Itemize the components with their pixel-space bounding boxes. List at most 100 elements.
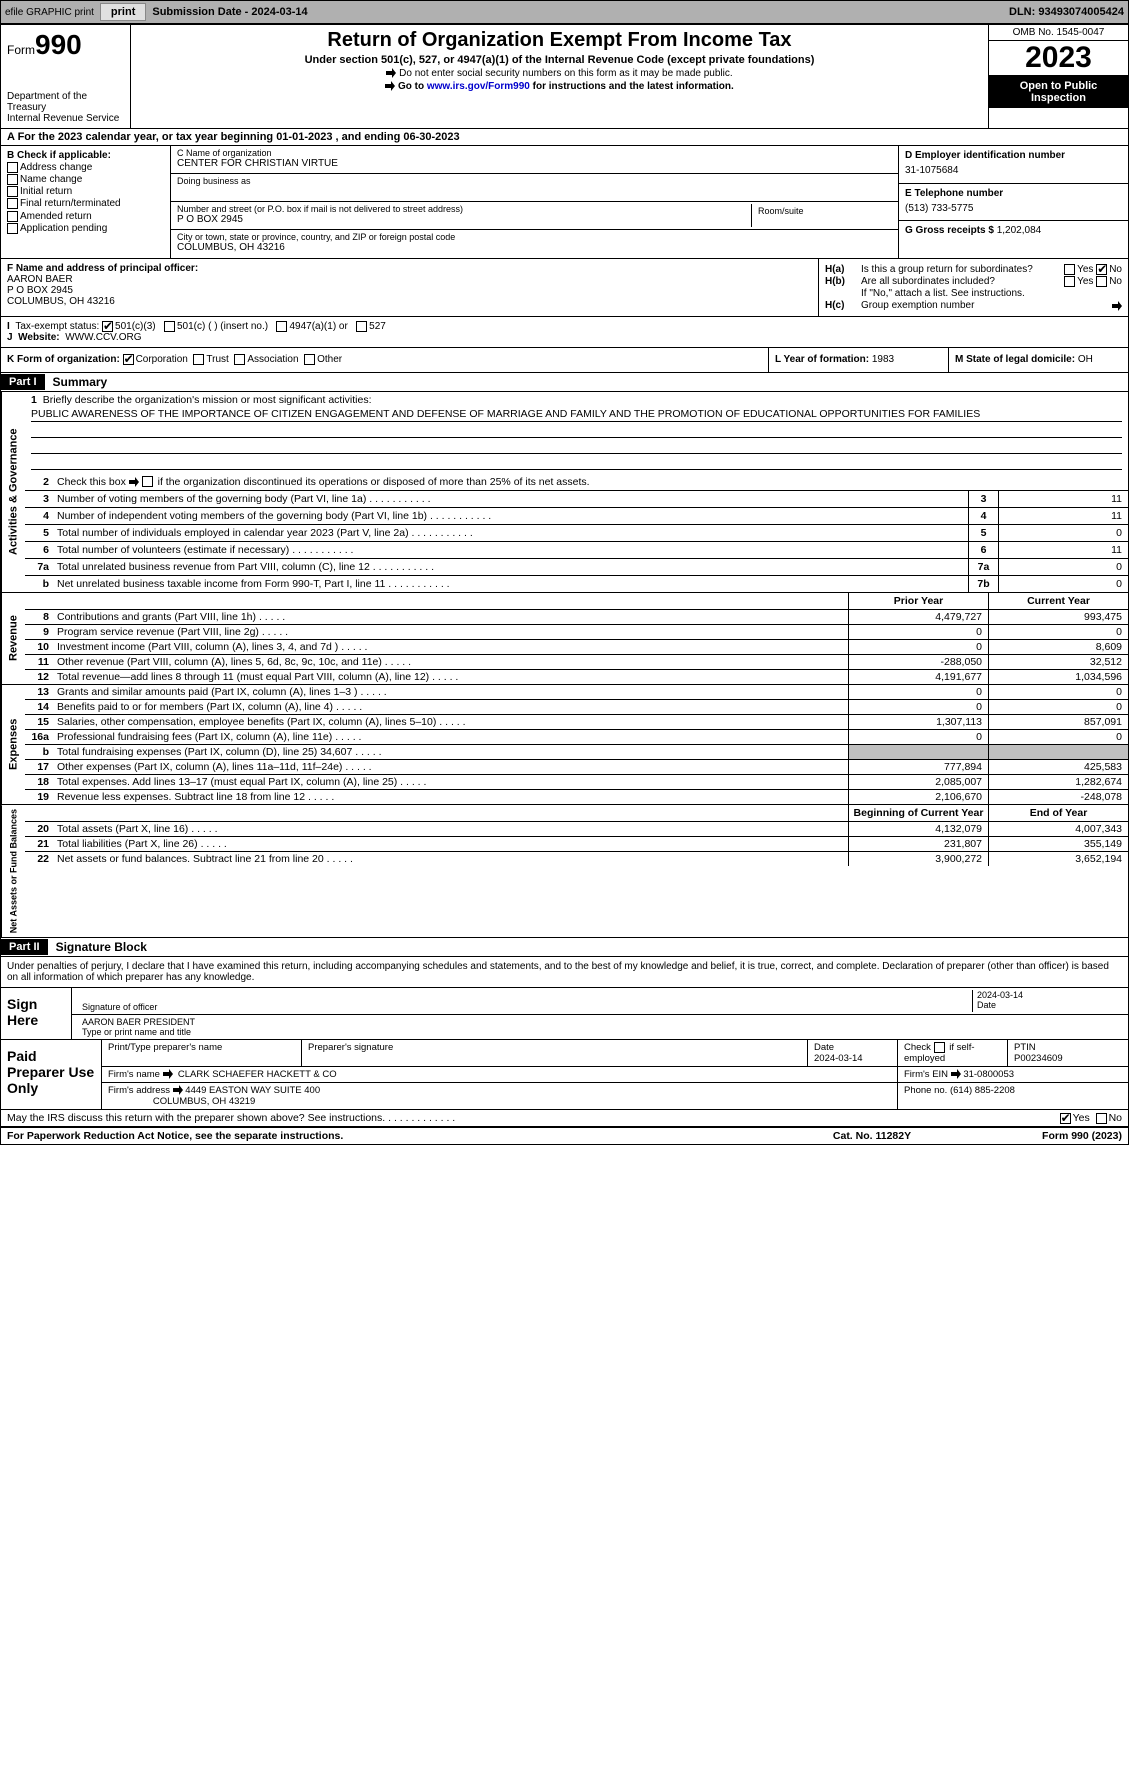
chk-initial-return[interactable] (7, 186, 18, 197)
part2-badge: Part II (1, 939, 48, 955)
submission-date: Submission Date - 2024-03-14 (152, 6, 307, 18)
chk-app-pending[interactable] (7, 223, 18, 234)
activities-governance-section: Activities & Governance 1 Briefly descri… (1, 392, 1128, 593)
hb-text: Are all subordinates included? (861, 276, 1064, 287)
data-row: 22Net assets or fund balances. Subtract … (25, 852, 1128, 866)
header-mid: Return of Organization Exempt From Incom… (131, 25, 988, 128)
chk-may-yes[interactable] (1060, 1113, 1071, 1124)
irs-link[interactable]: www.irs.gov/Form990 (427, 81, 530, 92)
org-name: CENTER FOR CHRISTIAN VIRTUE (177, 158, 892, 169)
part1-header-row: Part I Summary (1, 373, 1128, 392)
chk-4947[interactable] (276, 321, 287, 332)
firm-addr1: 4449 EASTON WAY SUITE 400 (185, 1085, 320, 1096)
footer-row: For Paperwork Reduction Act Notice, see … (1, 1128, 1128, 1144)
end-year-hdr: End of Year (988, 805, 1128, 821)
chk-self-employed[interactable] (934, 1042, 945, 1053)
data-row: 8Contributions and grants (Part VIII, li… (25, 610, 1128, 625)
row-l-year: L Year of formation: 1983 (768, 348, 948, 371)
part2-title: Signature Block (48, 938, 155, 956)
summary-row: 5Total number of individuals employed in… (25, 525, 1128, 542)
chk-hb-no[interactable] (1096, 276, 1107, 287)
addr-value: P O BOX 2945 (177, 214, 751, 225)
firm-ein-label: Firm's EIN (904, 1069, 948, 1080)
ein-label: D Employer identification number (905, 150, 1122, 161)
chk-discontinued[interactable] (142, 476, 153, 487)
arrow-icon (385, 81, 395, 91)
arrow-icon (386, 68, 396, 78)
data-row: 10Investment income (Part VIII, column (… (25, 640, 1128, 655)
revenue-header: Prior Year Current Year (25, 593, 1128, 610)
data-row: 13Grants and similar amounts paid (Part … (25, 685, 1128, 700)
signature-declaration: Under penalties of perjury, I declare th… (1, 957, 1128, 988)
section-klm: K Form of organization: Corporation Trus… (1, 348, 1128, 372)
prep-sig-label: Preparer's signature (308, 1042, 801, 1053)
addr-label: Number and street (or P.O. box if mail i… (177, 204, 751, 214)
form-990-container: Form990 Department of the Treasury Inter… (0, 24, 1129, 1145)
data-row: 18Total expenses. Add lines 13–17 (must … (25, 775, 1128, 790)
chk-other[interactable] (304, 354, 315, 365)
phone-label: Phone no. (904, 1085, 947, 1096)
chk-ha-no[interactable] (1096, 264, 1107, 275)
header-left: Form990 Department of the Treasury Inter… (1, 25, 131, 128)
chk-hb-yes[interactable] (1064, 276, 1075, 287)
ein-value: 31-1075684 (905, 165, 1122, 176)
hb-note: If "No," attach a list. See instructions… (861, 288, 1122, 299)
col-f-officer: F Name and address of principal officer:… (1, 259, 818, 316)
chk-501c3[interactable] (102, 321, 113, 332)
chk-final-return[interactable] (7, 198, 18, 209)
ptin-value: P00234609 (1014, 1053, 1122, 1064)
data-row: 17Other expenses (Part IX, column (A), l… (25, 760, 1128, 775)
chk-501c[interactable] (164, 321, 175, 332)
data-row: 16aProfessional fundraising fees (Part I… (25, 730, 1128, 745)
print-button[interactable]: print (100, 3, 146, 21)
data-row: 9Program service revenue (Part VIII, lin… (25, 625, 1128, 640)
paid-preparer-block: Paid Preparer Use Only Print/Type prepar… (1, 1040, 1128, 1110)
prep-self-label: Check if self-employed (904, 1042, 1001, 1064)
prep-name-label: Print/Type preparer's name (108, 1042, 295, 1053)
mission-block: 1 Briefly describe the organization's mi… (25, 392, 1128, 474)
header-sub2: Do not enter social security numbers on … (139, 68, 980, 79)
sign-here-label: Sign Here (1, 988, 71, 1039)
chk-name-change[interactable] (7, 174, 18, 185)
header-sub1: Under section 501(c), 527, or 4947(a)(1)… (139, 54, 980, 66)
summary-row: 6Total number of volunteers (estimate if… (25, 542, 1128, 559)
row-a-tax-year: A For the 2023 calendar year, or tax yea… (1, 129, 1128, 146)
chk-corp[interactable] (123, 354, 134, 365)
hc-text: Group exemption number (861, 300, 1112, 311)
chk-assoc[interactable] (234, 354, 245, 365)
ptin-label: PTIN (1014, 1042, 1122, 1053)
officer-name-title: AARON BAER PRESIDENT (82, 1017, 1118, 1027)
sig-date-value: 2024-03-14 (977, 990, 1118, 1000)
mission-text: PUBLIC AWARENESS OF THE IMPORTANCE OF CI… (31, 408, 1122, 422)
beg-year-hdr: Beginning of Current Year (848, 805, 988, 821)
ha-label: H(a) (825, 264, 861, 275)
chk-address-change[interactable] (7, 162, 18, 173)
ha-text: Is this a group return for subordinates? (861, 264, 1064, 275)
sign-here-block: Sign Here Signature of officer 2024-03-1… (1, 988, 1128, 1040)
activities-tab: Activities & Governance (1, 392, 25, 592)
dln-label: DLN: 93493074005424 (1009, 6, 1124, 18)
officer-label: F Name and address of principal officer: (7, 263, 812, 274)
omb-number: OMB No. 1545-0047 (989, 25, 1128, 41)
dba-label: Doing business as (177, 176, 892, 186)
part1-title: Summary (45, 373, 116, 391)
data-row: 21Total liabilities (Part X, line 26)231… (25, 837, 1128, 852)
form-header: Form990 Department of the Treasury Inter… (1, 25, 1128, 129)
part2-header-row: Part II Signature Block (1, 938, 1128, 957)
chk-may-no[interactable] (1096, 1113, 1107, 1124)
paid-preparer-label: Paid Preparer Use Only (1, 1040, 101, 1109)
chk-trust[interactable] (193, 354, 204, 365)
expenses-tab: Expenses (1, 685, 25, 804)
summary-row: 3Number of voting members of the governi… (25, 491, 1128, 508)
officer-name: AARON BAER (7, 274, 812, 285)
data-row: 11Other revenue (Part VIII, column (A), … (25, 655, 1128, 670)
sig-date-label: Date (977, 1000, 1118, 1010)
tel-label: E Telephone number (905, 188, 1122, 199)
officer-addr1: P O BOX 2945 (7, 285, 812, 296)
chk-amended[interactable] (7, 211, 18, 222)
org-name-label: C Name of organization (177, 148, 892, 158)
chk-527[interactable] (356, 321, 367, 332)
summary-row: bNet unrelated business taxable income f… (25, 576, 1128, 592)
chk-ha-yes[interactable] (1064, 264, 1075, 275)
row-i-tax-status: I Tax-exempt status: 501(c)(3) 501(c) ( … (1, 317, 1128, 347)
